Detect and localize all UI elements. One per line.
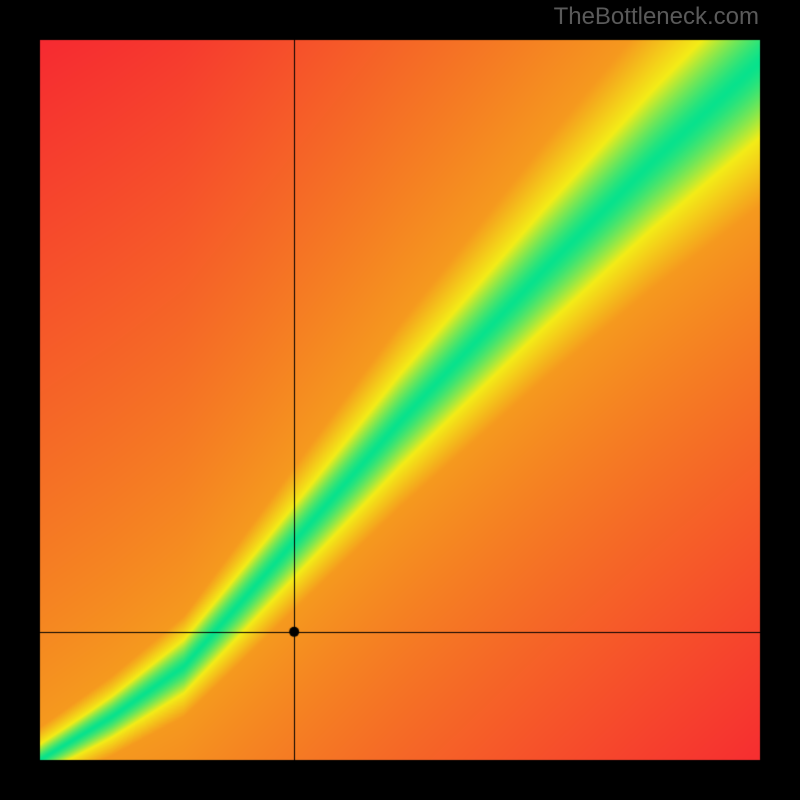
heatmap-canvas — [0, 0, 800, 800]
chart-stage: TheBottleneck.com — [0, 0, 800, 800]
watermark-text: TheBottleneck.com — [554, 3, 759, 31]
